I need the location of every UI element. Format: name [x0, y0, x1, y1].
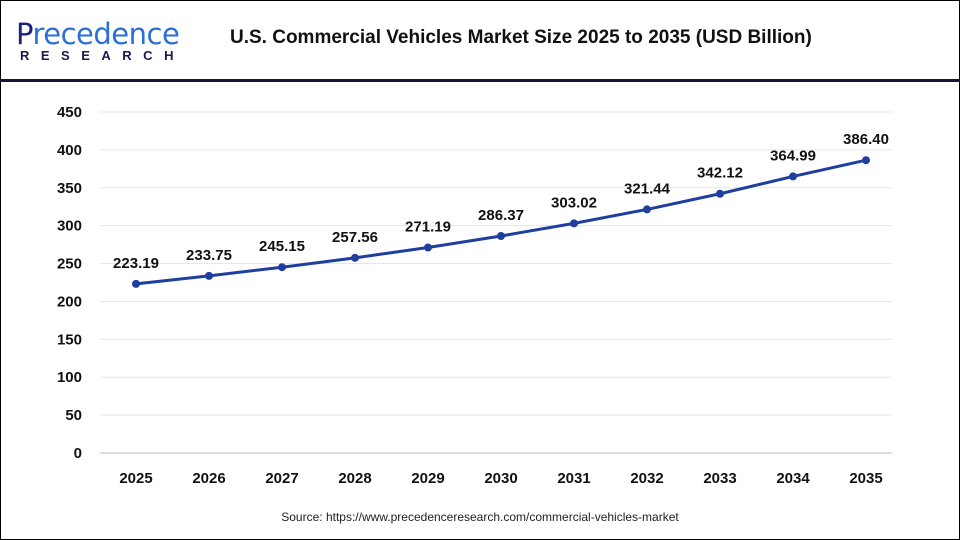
data-label: 321.44: [624, 180, 671, 197]
x-tick-label: 2035: [849, 470, 882, 487]
data-label: 342.12: [697, 165, 743, 182]
x-tick-label: 2027: [265, 470, 298, 487]
x-tick-label: 2026: [192, 470, 225, 487]
y-tick-label: 200: [57, 293, 82, 310]
x-tick-label: 2032: [630, 470, 663, 487]
source-text: Source: https://www.precedenceresearch.c…: [281, 510, 679, 524]
data-label: 286.37: [478, 207, 524, 224]
y-tick-label: 300: [57, 218, 82, 235]
data-label: 303.02: [551, 194, 597, 211]
x-tick-label: 2028: [338, 470, 371, 487]
data-point: [643, 205, 651, 214]
data-point: [716, 189, 724, 198]
data-point: [862, 156, 870, 165]
y-tick-label: 400: [57, 142, 82, 159]
y-tick-label: 450: [57, 104, 82, 121]
data-label: 364.99: [770, 147, 816, 164]
x-tick-label: 2029: [411, 470, 444, 487]
data-point: [424, 243, 432, 252]
y-tick-label: 150: [57, 331, 82, 348]
data-point: [497, 231, 505, 240]
precedence-research-logo: Precedence RESEARCH: [16, 17, 185, 64]
data-point: [789, 172, 797, 181]
y-tick-label: 350: [57, 180, 82, 197]
data-point: [205, 271, 213, 280]
y-tick-label: 250: [57, 256, 82, 273]
y-tick-label: 50: [65, 407, 82, 424]
chart-title: U.S. Commercial Vehicles Market Size 202…: [230, 27, 812, 48]
data-label: 233.75: [186, 247, 232, 264]
data-point: [278, 263, 286, 272]
data-label: 386.40: [843, 131, 889, 148]
data-label: 245.15: [259, 238, 305, 255]
x-tick-label: 2033: [703, 470, 736, 487]
data-label: 271.19: [405, 218, 451, 235]
header: Precedence RESEARCH U.S. Commercial Vehi…: [0, 0, 960, 82]
data-point: [570, 219, 578, 228]
data-point: [132, 279, 140, 288]
x-tick-label: 2031: [557, 470, 590, 487]
x-tick-label: 2025: [119, 470, 152, 487]
y-tick-label: 100: [57, 369, 82, 386]
x-tick-label: 2030: [484, 470, 517, 487]
data-label: 223.19: [113, 255, 159, 272]
x-tick-label: 2034: [776, 470, 810, 487]
data-point: [351, 253, 359, 262]
data-label: 257.56: [332, 229, 378, 246]
y-tick-label: 0: [74, 445, 82, 462]
